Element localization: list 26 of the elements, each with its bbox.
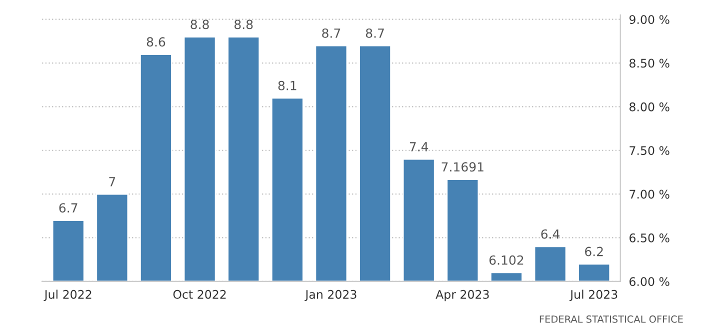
text: FEDERAL STATISTICAL OFFICE bbox=[540, 315, 683, 323]
y-tick-label: 8.00 % bbox=[630, 102, 670, 112]
data-label: 8.6 bbox=[146, 37, 166, 47]
data-label: 7.4 bbox=[410, 142, 428, 152]
y-tick-label: 7.50 % bbox=[630, 146, 670, 156]
data-label: 6.4 bbox=[541, 229, 560, 239]
x-tick-label: Jan 2023 bbox=[304, 290, 356, 302]
x-tick-label: Jul 2023 bbox=[569, 290, 618, 302]
data-label: 8.8 bbox=[234, 20, 253, 30]
data-label: 8.7 bbox=[366, 28, 384, 38]
x-tick-label: Jul 2022 bbox=[44, 290, 92, 302]
data-label: 6.7 bbox=[59, 203, 78, 213]
y-tick-label: 6.50 % bbox=[630, 233, 670, 242]
data-label: 6.102 bbox=[489, 255, 524, 265]
data-label: 7.1691 bbox=[442, 162, 484, 172]
data-label: 8.7 bbox=[322, 28, 340, 38]
y-tick-label: 7.00 % bbox=[630, 190, 670, 199]
data-label: 6.2 bbox=[585, 246, 603, 256]
data-label: 8.1 bbox=[278, 80, 296, 90]
x-tick-label: Oct 2022 bbox=[173, 290, 226, 299]
y-tick-label: 6.00 % bbox=[630, 277, 670, 286]
data-label: 8.8 bbox=[190, 20, 209, 30]
y-tick-label: 8.50 % bbox=[630, 58, 670, 68]
y-tick-label: 9.00 % bbox=[629, 15, 670, 24]
x-tick-label: Apr 2023 bbox=[436, 290, 489, 302]
data-label: 7 bbox=[109, 177, 116, 186]
